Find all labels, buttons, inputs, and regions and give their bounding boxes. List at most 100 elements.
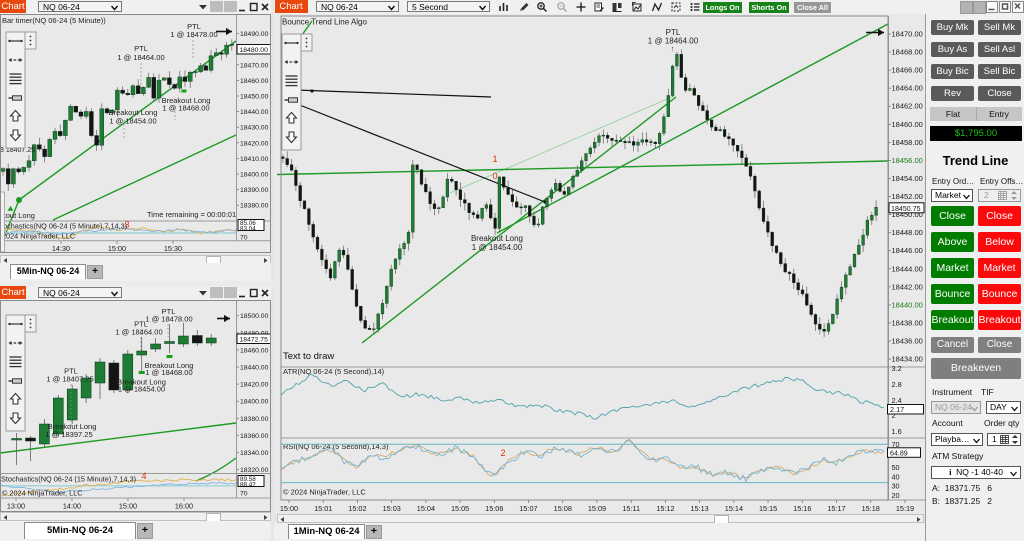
svg-text:1: 1	[492, 154, 497, 164]
svg-text:64.89: 64.89	[890, 449, 908, 457]
svg-text:18456.00: 18456.00	[892, 156, 923, 165]
svg-text:18460.00: 18460.00	[892, 120, 923, 129]
svg-text:18500.00: 18500.00	[240, 313, 269, 320]
svg-text:18444.00: 18444.00	[892, 264, 923, 273]
svg-text:18440.00: 18440.00	[240, 109, 269, 116]
svg-text:1 @ 18478.00: 1 @ 18478.00	[145, 315, 192, 324]
svg-text:18454.00: 18454.00	[892, 174, 923, 183]
svg-text:15:11: 15:11	[622, 504, 640, 513]
svg-text:1 @ 18468.00: 1 @ 18468.00	[162, 104, 209, 113]
svg-text:18472.75: 18472.75	[240, 337, 269, 344]
svg-text:70: 70	[240, 235, 248, 242]
svg-text:16:00: 16:00	[175, 502, 193, 511]
svg-text:18436.00: 18436.00	[892, 337, 923, 346]
svg-text:18440.00: 18440.00	[892, 300, 923, 309]
svg-text:15:09: 15:09	[588, 504, 606, 513]
svg-text:18450.75: 18450.75	[891, 205, 921, 213]
svg-text:18450.00: 18450.00	[892, 210, 923, 219]
svg-text:↑: ↑	[671, 46, 675, 53]
svg-text:18434.00: 18434.00	[892, 355, 923, 364]
svg-text:18400.00: 18400.00	[240, 399, 269, 406]
svg-text:Bar timer(NQ 06-24 (5 Minute)): Bar timer(NQ 06-24 (5 Minute))	[2, 16, 106, 25]
svg-text:1 @ 18454.00: 1 @ 18454.00	[109, 117, 156, 126]
svg-text:18450.00: 18450.00	[240, 94, 269, 101]
svg-text:18470.00: 18470.00	[240, 62, 269, 69]
svg-text:1 @ 18468.00: 1 @ 18468.00	[145, 368, 192, 377]
svg-text:18380.00: 18380.00	[240, 416, 269, 423]
svg-text:1 @ 18454.00: 1 @ 18454.00	[472, 243, 523, 252]
svg-text:88.42: 88.42	[240, 482, 256, 489]
svg-text:18480.00: 18480.00	[240, 47, 269, 54]
svg-text:Text to draw: Text to draw	[283, 351, 334, 362]
svg-text:1.6: 1.6	[892, 427, 902, 436]
svg-text:18420.00: 18420.00	[240, 140, 269, 147]
svg-text:Breakout Long: Breakout Long	[162, 96, 211, 105]
svg-text:kout Long: kout Long	[2, 211, 35, 220]
svg-text:2: 2	[892, 411, 896, 420]
svg-text:89.58: 89.58	[240, 476, 256, 483]
svg-text:85.06: 85.06	[240, 220, 256, 227]
svg-text:1 @ 18397.25: 1 @ 18397.25	[45, 430, 92, 439]
svg-text:18464.00: 18464.00	[892, 84, 923, 93]
svg-text:ATR(NQ 06-24 (5 Second),14): ATR(NQ 06-24 (5 Second),14)	[283, 367, 385, 376]
svg-text:15:00: 15:00	[108, 244, 126, 253]
svg-text:2.17: 2.17	[890, 405, 904, 414]
svg-text:PTL: PTL	[64, 367, 78, 376]
svg-text:0: 0	[492, 171, 497, 181]
svg-text:PTL: PTL	[134, 320, 148, 329]
svg-text:50: 50	[892, 463, 900, 472]
svg-text:15:12: 15:12	[656, 504, 674, 513]
svg-text:18460.00: 18460.00	[240, 347, 269, 354]
svg-text:14:00: 14:00	[63, 502, 81, 511]
svg-text:18360.00: 18360.00	[240, 433, 269, 440]
svg-text:18468.00: 18468.00	[892, 48, 923, 57]
svg-text:18430.00: 18430.00	[240, 125, 269, 132]
svg-text:1 @ 18464.00: 1 @ 18464.00	[648, 37, 699, 46]
svg-text:15:30: 15:30	[164, 244, 182, 253]
svg-text:30: 30	[892, 481, 900, 490]
svg-text:18466.00: 18466.00	[892, 66, 923, 75]
svg-text:PTL: PTL	[666, 28, 681, 37]
svg-text:1 @ 18464.00: 1 @ 18464.00	[115, 328, 162, 337]
svg-text:15:06: 15:06	[485, 504, 503, 513]
svg-text:15:00: 15:00	[119, 502, 137, 511]
svg-text:15:01: 15:01	[314, 504, 332, 513]
svg-text:2: 2	[500, 448, 505, 458]
svg-text:18462.00: 18462.00	[892, 102, 923, 111]
svg-text:RSI(NQ 06-24 (5 Second),14,3): RSI(NQ 06-24 (5 Second),14,3)	[283, 442, 389, 451]
svg-text:83.04: 83.04	[240, 226, 256, 233]
svg-text:18460.00: 18460.00	[240, 78, 269, 85]
svg-text:18438.00: 18438.00	[892, 319, 923, 328]
svg-text:15:07: 15:07	[519, 504, 537, 513]
svg-text:3: 3	[124, 220, 129, 230]
svg-text:18458.00: 18458.00	[892, 138, 923, 147]
svg-text:4: 4	[141, 471, 146, 481]
svg-text:PTL: PTL	[162, 307, 176, 316]
svg-text:18442.00: 18442.00	[892, 282, 923, 291]
svg-text:15:08: 15:08	[554, 504, 572, 513]
svg-text:Breakout Long: Breakout Long	[145, 361, 194, 370]
svg-text:Breakout Long: Breakout Long	[109, 108, 158, 117]
svg-text:15:18: 15:18	[862, 504, 880, 513]
svg-text:1 @ 18454.00: 1 @ 18454.00	[118, 385, 165, 394]
svg-text:70: 70	[240, 491, 248, 498]
svg-text:18340.00: 18340.00	[240, 450, 269, 457]
svg-text:18400.00: 18400.00	[240, 172, 269, 179]
svg-text:2.8: 2.8	[892, 380, 902, 389]
svg-text:© 2024 NinjaTrader, LLC: © 2024 NinjaTrader, LLC	[283, 488, 366, 497]
svg-text:© 2024 NinjaTrader, LLC: © 2024 NinjaTrader, LLC	[2, 488, 83, 497]
svg-text:18470.00: 18470.00	[892, 30, 923, 39]
svg-text:18440.00: 18440.00	[240, 365, 269, 372]
svg-text:15:16: 15:16	[793, 504, 811, 513]
svg-text:2.4: 2.4	[892, 396, 902, 405]
svg-text:15:13: 15:13	[690, 504, 708, 513]
svg-text:3.2: 3.2	[892, 364, 902, 373]
svg-text:13:00: 13:00	[7, 502, 25, 511]
svg-text:18490.00: 18490.00	[240, 31, 269, 38]
svg-text:15:02: 15:02	[348, 504, 366, 513]
svg-text:15:04: 15:04	[417, 504, 435, 513]
svg-text:20: 20	[892, 491, 900, 500]
svg-text:2024 NinjaTrader, LLC: 2024 NinjaTrader, LLC	[2, 232, 75, 241]
svg-text:14:30: 14:30	[52, 244, 70, 253]
svg-text:15:03: 15:03	[383, 504, 401, 513]
